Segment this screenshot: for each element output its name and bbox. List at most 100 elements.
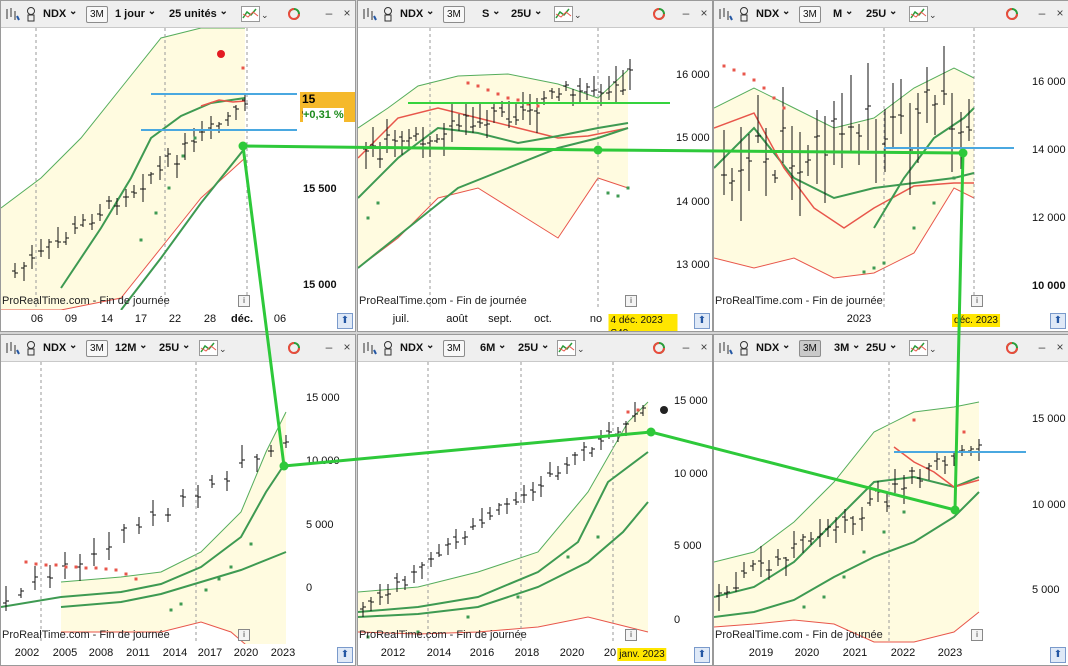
- timeframe-selector[interactable]: 3M: [834, 339, 860, 357]
- indicator-icon[interactable]: ⌄: [199, 340, 227, 356]
- price-chart-area[interactable]: [714, 362, 1068, 644]
- info-icon[interactable]: i: [625, 629, 637, 641]
- timeframe-selector[interactable]: 6M: [480, 339, 506, 357]
- minimize-icon[interactable]: –: [682, 340, 690, 354]
- home-arrow-icon[interactable]: ⬆: [337, 647, 353, 663]
- close-icon[interactable]: ×: [1056, 340, 1064, 354]
- indicator-icon[interactable]: ⌄: [241, 6, 269, 22]
- hand-tool-icon[interactable]: [736, 6, 752, 22]
- mode-3m-button[interactable]: 3M: [86, 340, 108, 357]
- info-icon[interactable]: i: [971, 629, 983, 641]
- chart-panel-yearly[interactable]: NDX 3M 12M 25U ⌄ –× ProRealTime.com - Fin de j…: [0, 334, 356, 666]
- timeframe-selector[interactable]: S: [482, 5, 501, 23]
- sar-dot: [842, 575, 846, 579]
- chart-panel-semiannual[interactable]: NDX 3M 6M 25U ⌄ –× ProRealTime.com - Fin de jo…: [357, 334, 713, 666]
- mode-3m-button[interactable]: 3M: [799, 6, 821, 23]
- bar-chart-icon[interactable]: [717, 340, 733, 356]
- symbol-selector[interactable]: NDX: [43, 5, 77, 23]
- chart-panel-monthly[interactable]: NDX 3M M 25U ⌄ –× ProRealTime.com - Fin de jou…: [713, 0, 1068, 332]
- refresh-icon[interactable]: [286, 340, 302, 356]
- chart-panel-daily[interactable]: NDX 3M 1 jour 25 unités ⌄ –× ProRealTime.com -…: [0, 0, 356, 332]
- timeframe-selector[interactable]: 12M: [115, 339, 148, 357]
- hand-tool-icon[interactable]: [23, 340, 39, 356]
- minimize-icon[interactable]: –: [1038, 340, 1046, 354]
- hand-tool-icon[interactable]: [736, 340, 752, 356]
- mode-3m-button[interactable]: 3M: [799, 340, 821, 357]
- refresh-icon[interactable]: [651, 6, 667, 22]
- minimize-icon[interactable]: –: [325, 6, 333, 20]
- symbol-selector[interactable]: NDX: [400, 339, 434, 357]
- sar-dot: [932, 201, 936, 205]
- bar-chart-icon[interactable]: [4, 340, 20, 356]
- info-icon[interactable]: i: [238, 629, 250, 641]
- close-icon[interactable]: ×: [343, 6, 351, 20]
- bar-chart-icon[interactable]: [717, 6, 733, 22]
- y-axis-tick-label: 0: [306, 582, 313, 594]
- indicator-icon[interactable]: ⌄: [554, 6, 582, 22]
- mode-3m-button[interactable]: 3M: [443, 340, 465, 357]
- refresh-icon[interactable]: [1004, 340, 1020, 356]
- bar-chart-icon[interactable]: [361, 340, 377, 356]
- price-chart-area[interactable]: [358, 362, 712, 644]
- info-icon[interactable]: i: [625, 295, 637, 307]
- moving-average-red: [200, 99, 246, 107]
- home-arrow-icon[interactable]: ⬆: [1050, 313, 1066, 329]
- price-chart-area[interactable]: [1, 362, 355, 663]
- sar-dot: [626, 410, 630, 414]
- symbol-selector[interactable]: NDX: [756, 5, 790, 23]
- refresh-icon[interactable]: [651, 340, 667, 356]
- indicator-icon[interactable]: ⌄: [557, 340, 585, 356]
- sar-dot: [74, 565, 78, 569]
- chart-panel-quarterly[interactable]: NDX 3M 3M 25U ⌄ –× ProRealTime.com - Fin de jo…: [713, 334, 1068, 666]
- x-axis-tick-label: 2021: [842, 647, 868, 659]
- sar-dot: [782, 106, 786, 110]
- hand-tool-icon[interactable]: [380, 6, 396, 22]
- minimize-icon[interactable]: –: [682, 6, 690, 20]
- chart-panel-weekly[interactable]: NDX 3M S 25U ⌄ –× ProRealTime.com - Fin de jou…: [357, 0, 713, 332]
- refresh-icon[interactable]: [1004, 6, 1020, 22]
- minimize-icon[interactable]: –: [325, 340, 333, 354]
- symbol-selector[interactable]: NDX: [756, 339, 790, 357]
- bar-chart-icon[interactable]: [4, 6, 20, 22]
- minimize-icon[interactable]: –: [1038, 6, 1046, 20]
- y-axis-tick-label: 0: [674, 614, 681, 626]
- bar-chart-icon[interactable]: [361, 6, 377, 22]
- home-arrow-icon[interactable]: ⬆: [694, 313, 710, 329]
- refresh-icon[interactable]: [286, 6, 302, 22]
- sar-dot: [772, 96, 776, 100]
- close-icon[interactable]: ×: [700, 340, 708, 354]
- units-selector[interactable]: 25U: [511, 5, 542, 23]
- units-selector[interactable]: 25U: [518, 339, 549, 357]
- close-icon[interactable]: ×: [1056, 6, 1064, 20]
- home-arrow-icon[interactable]: ⬆: [1050, 647, 1066, 663]
- price-chart-svg: [1, 27, 297, 311]
- home-arrow-icon[interactable]: ⬆: [337, 313, 353, 329]
- info-icon[interactable]: i: [971, 295, 983, 307]
- units-selector[interactable]: 25U: [866, 339, 897, 357]
- sar-dot: [962, 430, 966, 434]
- timeframe-selector[interactable]: M: [833, 5, 853, 23]
- indicator-icon[interactable]: ⌄: [909, 340, 937, 356]
- x-axis-tick-label: 28: [203, 313, 217, 325]
- symbol-selector[interactable]: NDX: [400, 5, 434, 23]
- mode-3m-button[interactable]: 3M: [86, 6, 108, 23]
- sar-dot: [486, 88, 490, 92]
- close-icon[interactable]: ×: [343, 340, 351, 354]
- close-icon[interactable]: ×: [700, 6, 708, 20]
- units-selector[interactable]: 25U: [866, 5, 897, 23]
- moving-average-red: [358, 107, 629, 159]
- hand-tool-icon[interactable]: [380, 340, 396, 356]
- price-chart-area[interactable]: [1, 27, 355, 311]
- price-chart-area[interactable]: [358, 28, 712, 310]
- price-chart-area[interactable]: [714, 28, 1068, 310]
- home-arrow-icon[interactable]: ⬆: [694, 647, 710, 663]
- sar-dot: [241, 66, 245, 70]
- units-selector[interactable]: 25 unités: [169, 5, 228, 23]
- info-icon[interactable]: i: [238, 295, 250, 307]
- hand-tool-icon[interactable]: [23, 6, 39, 22]
- timeframe-selector[interactable]: 1 jour: [115, 5, 156, 23]
- units-selector[interactable]: 25U: [159, 339, 190, 357]
- mode-3m-button[interactable]: 3M: [443, 6, 465, 23]
- symbol-selector[interactable]: NDX: [43, 339, 77, 357]
- indicator-icon[interactable]: ⌄: [909, 6, 937, 22]
